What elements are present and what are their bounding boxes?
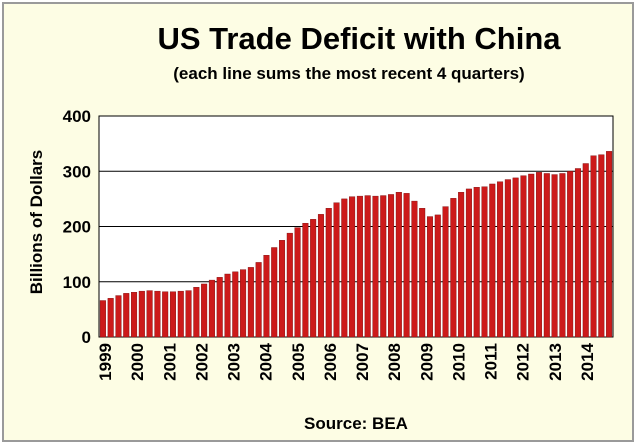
bar [201, 283, 208, 338]
bar [216, 277, 223, 338]
bar [177, 290, 184, 338]
x-tick-label: 2009 [417, 343, 436, 381]
y-tick-label: 200 [63, 218, 91, 237]
chart-source: Source: BEA [304, 414, 408, 433]
x-tick-label: 2007 [353, 343, 372, 381]
bar [559, 173, 566, 338]
bar [224, 273, 231, 338]
bar [123, 293, 130, 338]
bar [504, 179, 511, 338]
x-tick-label: 2010 [449, 343, 468, 381]
bar [388, 194, 395, 338]
bar [131, 292, 138, 338]
bar [325, 208, 332, 338]
bar [154, 290, 161, 338]
x-tick-label: 2003 [225, 343, 244, 381]
bar [442, 206, 449, 338]
bar [512, 177, 519, 338]
bar [434, 214, 441, 338]
bar [333, 202, 340, 338]
bar [543, 173, 550, 338]
y-tick-label: 300 [63, 162, 91, 181]
bar [240, 269, 247, 338]
bar [341, 198, 348, 338]
y-tick-label: 400 [63, 107, 91, 126]
x-tick-label: 2002 [192, 343, 211, 381]
bar [255, 262, 262, 338]
bar [208, 279, 215, 338]
y-tick-label: 100 [63, 273, 91, 292]
x-tick-label: 2006 [321, 343, 340, 381]
bar [403, 193, 410, 338]
chart-canvas: US Trade Deficit with China (each line s… [27, 21, 614, 433]
bar [567, 171, 574, 338]
bar [598, 154, 605, 338]
bar [419, 208, 426, 338]
x-tick-label: 2013 [546, 343, 565, 381]
x-tick-label: 2000 [128, 343, 147, 381]
bar [232, 271, 239, 338]
x-tick-label: 2001 [160, 343, 179, 381]
chart-title: US Trade Deficit with China [157, 21, 561, 56]
bar [481, 186, 488, 338]
y-axis-label: Billions of Dollars [27, 150, 46, 295]
x-tick-label: 2014 [578, 342, 597, 380]
bar [193, 287, 200, 338]
bar [138, 290, 145, 338]
bar [247, 267, 254, 338]
bar [489, 183, 496, 338]
bar [169, 291, 176, 338]
bar [162, 291, 169, 338]
x-tick-label: 1999 [96, 343, 115, 381]
bar [450, 198, 457, 338]
bar [590, 155, 597, 338]
bar [279, 240, 286, 338]
chart-frame: US Trade Deficit with China (each line s… [2, 2, 634, 442]
bar [528, 173, 535, 338]
bar [465, 188, 472, 338]
chart-subtitle: (each line sums the most recent 4 quarte… [173, 64, 524, 83]
bar [497, 181, 504, 338]
bar [107, 298, 114, 338]
x-tick-label: 2011 [482, 343, 501, 380]
bar [372, 195, 379, 338]
bar [115, 295, 122, 338]
bar [356, 195, 363, 338]
bar [310, 219, 317, 338]
bar [395, 192, 402, 338]
bar [551, 174, 558, 338]
bar [317, 214, 324, 338]
bar [271, 247, 278, 338]
bar [263, 255, 270, 338]
x-tick-label: 2008 [385, 343, 404, 381]
bar [286, 232, 293, 338]
x-tick-label: 2004 [257, 342, 276, 380]
bar [349, 196, 356, 338]
bar [411, 200, 418, 338]
bar [536, 172, 543, 338]
bar [364, 195, 371, 338]
bar [606, 151, 613, 338]
bar [294, 227, 301, 338]
bar [185, 290, 192, 338]
bar [574, 168, 581, 338]
bar [99, 300, 106, 338]
x-tick-label: 2005 [289, 343, 308, 381]
bar [582, 163, 589, 338]
x-tick-label: 2012 [514, 343, 533, 381]
y-tick-label: 0 [82, 328, 91, 347]
bar [146, 290, 153, 338]
bar [520, 175, 527, 338]
bar [473, 187, 480, 338]
bar [426, 216, 433, 338]
bar [458, 192, 465, 338]
bar [302, 222, 309, 338]
bar [380, 195, 387, 338]
